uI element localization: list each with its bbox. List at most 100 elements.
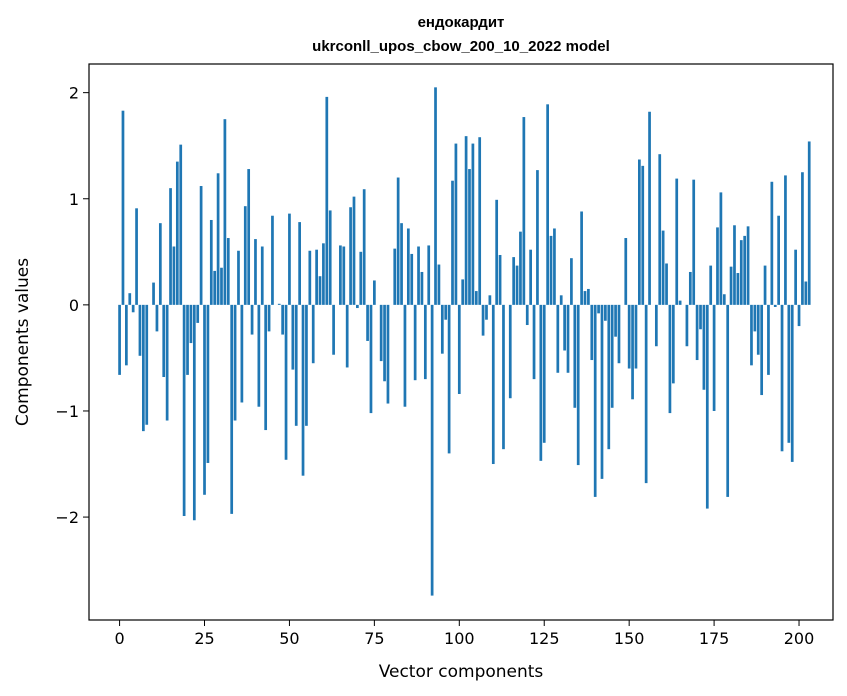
bar [590,304,594,361]
bar [128,293,132,305]
bar [512,257,516,305]
bar [152,282,155,305]
bar [444,304,448,320]
bar [563,304,566,351]
bar [665,263,668,305]
bar [688,271,692,305]
bar [794,249,797,305]
bar [271,215,274,305]
bar [750,304,753,366]
bar [172,246,176,305]
bar [406,228,410,305]
bar [396,177,400,305]
bar [437,264,441,305]
x-axis-label: Vector components [379,662,544,682]
bar [145,304,149,425]
bar [587,288,590,305]
bar [138,304,142,356]
bar [342,246,346,305]
bar [471,143,475,305]
bar [366,304,369,341]
bar [508,304,512,399]
bar [339,245,342,305]
bar [457,304,461,394]
bar [753,304,757,332]
bar [678,300,682,305]
bar [240,304,244,403]
bar [223,119,227,305]
bar [722,294,726,305]
bar [553,228,556,305]
bar [610,304,614,408]
bar [291,304,295,370]
bar [661,230,665,305]
bar [468,169,471,305]
bar [801,172,804,305]
bar [206,304,210,463]
bar [719,192,723,305]
bar [787,304,791,443]
bar [529,249,532,305]
bar [474,291,478,305]
bar [566,304,570,373]
bar [634,304,638,369]
bar [736,273,740,305]
bar [583,291,587,305]
bar [186,304,189,375]
bar [233,304,237,421]
y-tick-label: 1 [69,190,79,209]
bar [315,249,318,305]
x-axis-ticks: 0 25 50 75 100 125 150 175 200 [114,620,814,648]
bar [379,304,383,362]
bar [790,304,794,462]
bar [237,250,240,305]
bar [729,266,733,305]
bar [267,304,271,332]
bar [739,240,743,305]
bar [281,304,284,335]
bar [182,304,186,517]
bar [179,144,183,305]
bar [155,304,159,332]
bar [254,239,257,305]
bar [135,208,138,305]
chart-title-line-2: ukrconll_upos_cbow_200_10_2022 model [312,38,610,55]
bar [617,304,621,364]
bar [760,304,764,396]
bar [451,180,454,305]
bar [383,304,386,382]
bar [777,215,780,305]
x-tick-label: 200 [784,629,815,648]
bar [478,137,482,305]
bar [502,304,505,450]
bar [536,170,539,305]
bar [699,304,702,330]
bar [631,304,634,400]
bar [165,304,169,421]
bar [549,235,553,305]
bar [519,231,522,305]
bar [430,304,434,596]
bar [709,265,713,305]
x-tick-label: 175 [699,629,730,648]
bar [369,304,373,414]
bar [213,270,217,305]
bar [169,188,172,305]
bar [464,136,468,305]
bar [440,304,444,354]
x-tick-label: 75 [364,629,384,648]
bar [345,304,349,368]
bar [352,196,356,305]
bar [546,104,549,305]
bar [447,304,451,454]
bar [481,304,485,336]
bar [192,304,196,521]
bar [308,250,312,305]
bar [199,186,203,305]
bar [525,304,529,326]
bar [216,173,220,305]
bar [671,304,675,384]
bar [322,243,325,305]
bar [393,248,397,305]
bar [743,235,747,305]
